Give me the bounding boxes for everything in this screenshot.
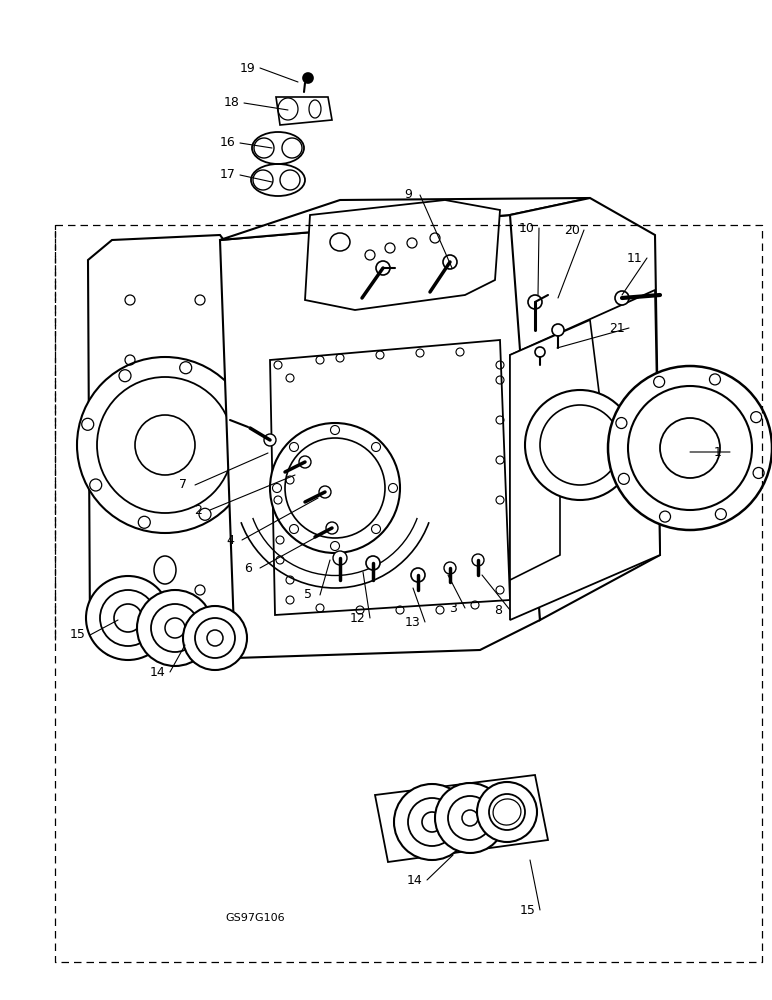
Text: 19: 19 [240, 62, 256, 75]
Text: 1: 1 [714, 446, 722, 458]
Polygon shape [88, 235, 240, 655]
Text: 14: 14 [407, 874, 423, 886]
Text: 20: 20 [564, 224, 580, 236]
Polygon shape [510, 290, 660, 620]
Circle shape [394, 784, 470, 860]
Text: GS97G106: GS97G106 [225, 913, 285, 923]
Text: 15: 15 [520, 904, 536, 916]
Polygon shape [510, 320, 600, 580]
Circle shape [326, 522, 338, 534]
Circle shape [443, 255, 457, 269]
Text: 16: 16 [220, 136, 236, 149]
Circle shape [137, 590, 213, 666]
Circle shape [608, 366, 772, 530]
Circle shape [525, 390, 635, 500]
Polygon shape [305, 200, 500, 310]
Polygon shape [270, 340, 510, 615]
Text: 18: 18 [224, 97, 240, 109]
Text: 6: 6 [244, 562, 252, 574]
Polygon shape [220, 215, 540, 658]
Text: 5: 5 [304, 588, 312, 601]
Polygon shape [220, 198, 590, 240]
Text: 12: 12 [350, 611, 366, 624]
Circle shape [333, 551, 347, 565]
Text: 17: 17 [220, 168, 236, 182]
Polygon shape [276, 97, 332, 125]
Text: 15: 15 [70, 629, 86, 642]
Circle shape [535, 347, 545, 357]
Circle shape [411, 568, 425, 582]
Circle shape [366, 556, 380, 570]
Circle shape [552, 324, 564, 336]
Text: 13: 13 [405, 615, 421, 629]
Circle shape [264, 434, 276, 446]
Text: 4: 4 [226, 534, 234, 546]
Circle shape [77, 357, 253, 533]
Circle shape [183, 606, 247, 670]
Text: 10: 10 [519, 222, 535, 234]
Circle shape [303, 73, 313, 83]
Text: 9: 9 [404, 188, 412, 202]
Circle shape [444, 562, 456, 574]
Polygon shape [375, 775, 548, 862]
Text: 8: 8 [494, 603, 502, 616]
Circle shape [528, 295, 542, 309]
Circle shape [376, 261, 390, 275]
Text: 11: 11 [627, 251, 643, 264]
Circle shape [270, 423, 400, 553]
Polygon shape [510, 198, 660, 620]
Circle shape [319, 486, 331, 498]
Text: 3: 3 [449, 601, 457, 614]
Text: 7: 7 [179, 479, 187, 491]
Circle shape [472, 554, 484, 566]
Text: 14: 14 [150, 666, 166, 678]
Circle shape [477, 782, 537, 842]
Text: 21: 21 [609, 322, 625, 334]
Text: 2: 2 [194, 504, 202, 516]
Circle shape [86, 576, 170, 660]
Circle shape [615, 291, 629, 305]
Circle shape [435, 783, 505, 853]
Circle shape [299, 456, 311, 468]
Circle shape [100, 590, 156, 646]
